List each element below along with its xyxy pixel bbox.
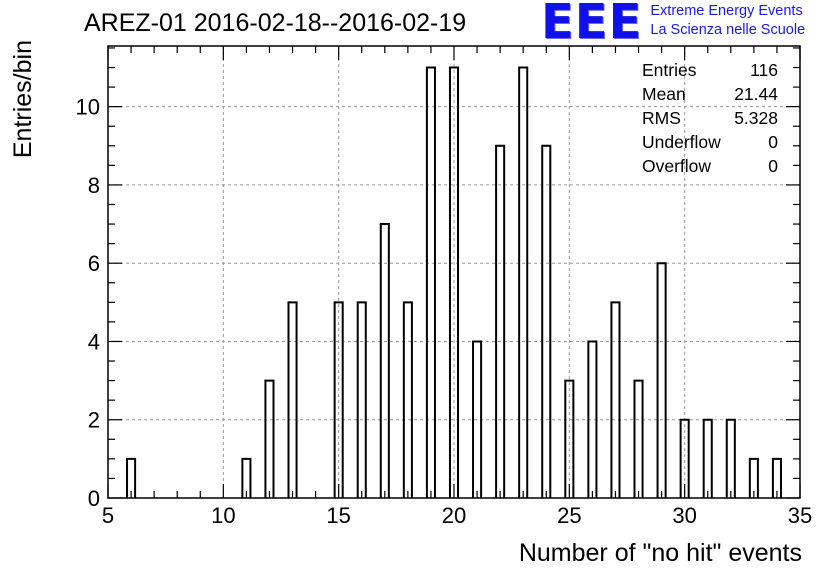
stat-label: Entries: [642, 60, 697, 80]
histogram-bin: [587, 340, 598, 498]
x-tick-label: 25: [557, 503, 581, 528]
histogram-bin: [633, 379, 644, 498]
histogram-bin: [564, 379, 575, 498]
histogram-bin: [656, 262, 667, 498]
histogram-bin: [725, 418, 736, 498]
histogram-bin: [771, 457, 782, 498]
stat-rms: RMS 5.328: [642, 106, 778, 130]
stat-label: RMS: [642, 108, 681, 128]
logo-text: Extreme Energy Events La Scienza nelle S…: [650, 2, 805, 40]
x-tick-label: 15: [326, 503, 350, 528]
histogram-bin: [472, 340, 483, 498]
histogram-bin: [241, 457, 252, 498]
x-tick-label: 35: [788, 503, 812, 528]
chart-title: AREZ-01 2016-02-18--2016-02-19: [84, 9, 467, 37]
histogram-bars: [126, 66, 782, 498]
histogram-bin: [425, 66, 436, 498]
x-axis-label: Number of "no hit" events: [519, 539, 802, 567]
stat-value: 116: [750, 60, 778, 80]
y-tick-label: 6: [88, 251, 100, 276]
y-tick-label: 4: [88, 329, 100, 354]
logo-line-1: Extreme Energy Events: [650, 3, 803, 19]
histogram-bin: [126, 457, 137, 498]
x-tick-label: 20: [442, 503, 466, 528]
x-tick-label: 5: [102, 503, 114, 528]
stat-label: Mean: [642, 84, 686, 104]
histogram-bin: [402, 301, 413, 498]
tick-labels: 5 10 15 20 25 30 35 0 2 4 6 8 10: [76, 95, 813, 528]
stat-value: 21.44: [734, 84, 778, 104]
logo-line-2: La Scienza nelle Scuole: [650, 22, 806, 38]
x-tick-label: 30: [672, 503, 696, 528]
histogram-bin: [495, 144, 506, 498]
histogram-bin: [541, 144, 552, 498]
stat-label: Underflow: [642, 132, 721, 152]
histogram-bin: [333, 301, 344, 498]
stat-underflow: Underflow 0: [642, 130, 778, 154]
stat-overflow: Overflow 0: [642, 154, 778, 178]
histogram-bin: [264, 379, 275, 498]
stat-value: 5.328: [734, 108, 778, 128]
axis-ticks: [107, 46, 801, 499]
x-tick-label: 10: [211, 503, 235, 528]
y-tick-label: 0: [88, 486, 100, 511]
stat-value: 0: [768, 132, 778, 152]
stat-label: Overflow: [642, 156, 712, 176]
histogram-bin: [356, 301, 367, 498]
eee-logo: EEE Extreme Energy Events La Scienza nel…: [541, 0, 805, 50]
histogram-bin: [518, 66, 529, 498]
histogram-bin: [287, 301, 298, 498]
logo-mark: EEE: [541, 0, 643, 50]
histogram-bin: [610, 301, 621, 498]
histogram-bin: [702, 418, 713, 498]
stat-mean: Mean 21.44: [642, 82, 778, 106]
y-tick-label: 8: [88, 173, 100, 198]
y-tick-label: 2: [88, 408, 100, 433]
y-tick-label: 10: [76, 95, 100, 120]
stats-box: Entries 116 Mean 21.44 RMS 5.328 Underfl…: [642, 58, 778, 178]
stat-entries: Entries 116: [642, 58, 778, 82]
histogram-bin: [448, 66, 460, 498]
y-axis-label: Entries/bin: [9, 40, 37, 158]
histogram-bin: [679, 418, 690, 498]
histogram-bin: [379, 223, 390, 498]
stat-value: 0: [768, 156, 778, 176]
histogram-bin: [748, 457, 759, 498]
